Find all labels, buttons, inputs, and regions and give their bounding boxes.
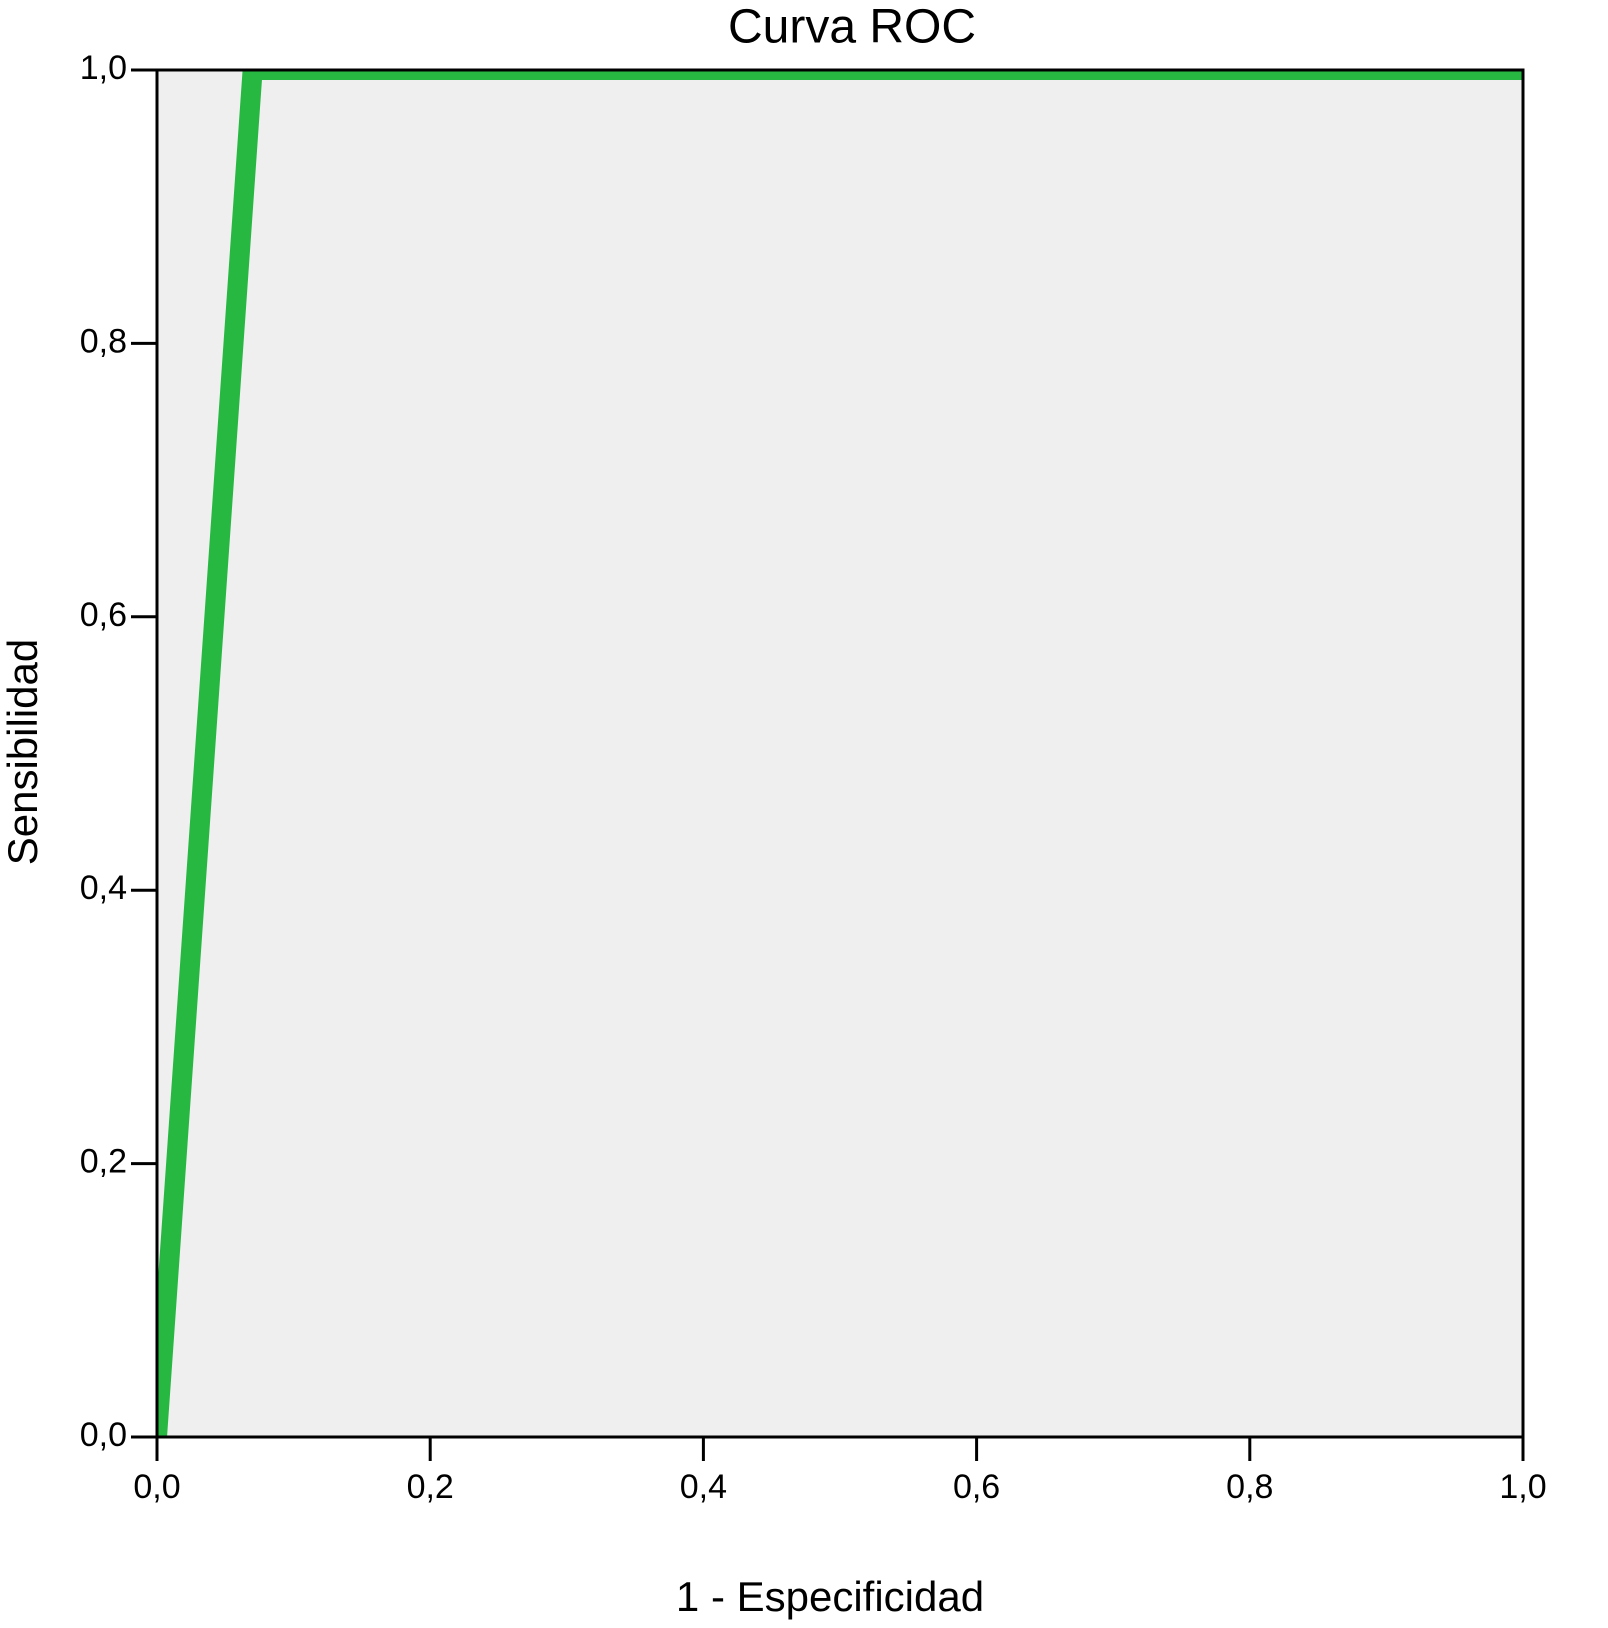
x-axis-label: 1 - Especificidad — [676, 1573, 984, 1620]
x-tick-label: 0,8 — [1226, 1468, 1273, 1506]
x-tick-label: 0,6 — [953, 1468, 1000, 1506]
x-tick-label: 0,2 — [407, 1468, 454, 1506]
y-tick-label: 1,0 — [80, 49, 127, 87]
y-tick-label: 0,6 — [80, 596, 127, 634]
x-tick-label: 1,0 — [1499, 1468, 1546, 1506]
y-tick-label: 0,0 — [80, 1416, 127, 1454]
roc-line — [157, 70, 1523, 1437]
x-tick-label: 0,0 — [133, 1468, 180, 1506]
x-tick-label: 0,4 — [680, 1468, 727, 1506]
chart-title: Curva ROC — [728, 1, 976, 54]
plot-border — [155, 68, 1525, 1439]
plot-area — [157, 70, 1523, 1437]
y-tick-label: 0,8 — [80, 322, 127, 360]
y-tick-label: 0,2 — [80, 1143, 127, 1181]
y-tick-label: 0,4 — [80, 869, 127, 907]
y-axis-label: Sensibilidad — [0, 639, 46, 866]
